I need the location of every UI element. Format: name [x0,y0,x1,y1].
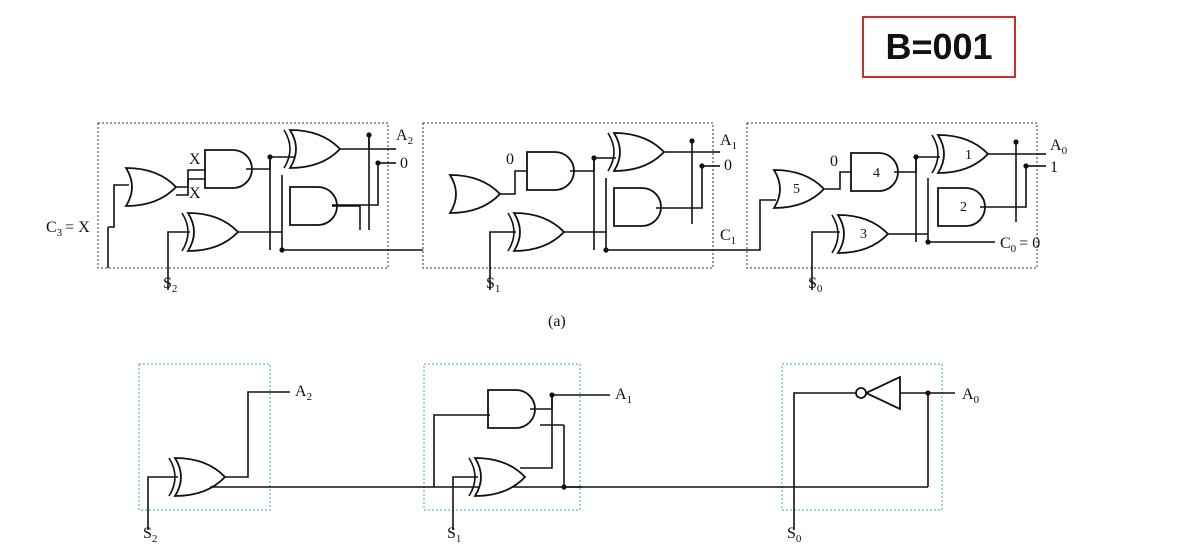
stage1-and-gate-top [526,151,575,191]
top-stage2-box [97,122,389,269]
stage2-out2-label: 0 [400,155,408,172]
gate-label-1: 1 [965,148,972,163]
svg-text:S2: S2 [163,275,177,295]
stage1-input-top-label: 0 [506,151,514,168]
bottom-stage2-box [138,363,271,511]
carry-in-value: = X [65,219,90,236]
stage1-and-gate-carry [613,187,662,227]
bottom-stage2-select-sub: 2 [152,533,158,545]
svg-text:C0= 0: C0 = 0 [1000,235,1040,255]
svg-text:A1: A1 [615,386,632,406]
stage0-out2-label: 1 [1050,159,1058,176]
top-stage2 [107,129,423,290]
top-stage1 [449,132,747,290]
bottom-stage1-and-gate [487,389,536,429]
bottom-stage2-out-sub: 2 [307,391,313,403]
carry-in-label: C [46,219,57,236]
stage2-and-gate-carry [289,186,338,226]
stage0-xor-gate-1 [931,134,989,174]
carry-out-sub: 0 [1011,243,1017,255]
bottom-stage1-out-sub: 1 [627,394,633,406]
top-diagram: 1 2 3 4 5 X X A2 0 S2 C3 = X 0 A1 0 S1 C1… [46,122,1068,330]
bottom-stage1-select-label: S [447,525,456,542]
top-stage1-box [422,122,714,269]
svg-text:A0: A0 [962,386,980,406]
svg-text:A1: A1 [720,132,737,152]
bottom-stage2-out-label: A [295,383,307,400]
gate-label-2: 2 [960,200,967,215]
stage1-xor-gate-in [507,212,565,252]
svg-text:A2: A2 [396,127,413,147]
stage1-out1-label: A [720,132,732,149]
top-stage0 [747,134,1037,290]
bottom-stage0-select-sub: 0 [796,533,802,545]
stage0-out1-sub: 0 [1062,145,1068,157]
stage1-select-sub: 1 [495,283,501,295]
stage1-out2-label: 0 [724,157,732,174]
carry-in-sub: 3 [57,227,63,239]
svg-text:A0: A0 [1050,137,1068,157]
gate-label-4: 4 [873,166,880,181]
stage1-out1-sub: 1 [732,140,738,152]
title-label: B=001 [885,26,993,67]
carry-out-value: = 0 [1019,235,1040,252]
stage2-input-bot-label: X [189,185,201,202]
bottom-stage0-out-sub: 0 [974,394,980,406]
svg-text:S1: S1 [486,275,500,295]
gate-label-3: 3 [860,227,867,242]
intermediate-carry-label: C [720,227,731,244]
title-box: B=001 [862,16,1016,78]
stage2-select-label: S [163,275,172,292]
stage2-out1-label: A [396,127,408,144]
bottom-stage0-not-gate [855,375,901,411]
bottom-stage0-box [781,363,943,511]
svg-text:S1: S1 [447,525,461,545]
gate-label-5: 5 [793,182,800,197]
stage2-or-gate [125,167,177,207]
bottom-stage1-out-label: A [615,386,627,403]
stage1-select-label: S [486,275,495,292]
stage0-select-sub: 0 [817,283,823,295]
svg-text:S0: S0 [808,275,823,295]
bottom-stage2-select-label: S [143,525,152,542]
bottom-stage1-select-sub: 1 [456,533,462,545]
stage2-and-gate-top [204,149,253,189]
bottom-stage1-box [423,363,581,511]
intermediate-carry-sub: 1 [731,235,737,247]
stage2-out1-sub: 2 [408,135,414,147]
bottom-stage0-out-label: A [962,386,974,403]
top-stage0-box [746,122,1038,269]
stage1-or-gate [449,174,501,214]
svg-text:S2: S2 [143,525,157,545]
bottom-stage0-select-label: S [787,525,796,542]
stage0-input-top-label: 0 [830,153,838,170]
stage2-select-sub: 2 [172,283,178,295]
stage0-out1-label: A [1050,137,1062,154]
svg-text:S0: S0 [787,525,802,545]
bottom-diagram: A2 S2 A1 S1 A0 S0 [138,363,980,545]
caption-a: (a) [548,313,566,330]
svg-text:C1: C1 [720,227,736,247]
stage1-xor-gate-out [607,132,665,172]
stage2-input-top-label: X [189,151,201,168]
stage2-xor-gate-out [283,129,341,169]
stage2-xor-gate-in [181,212,239,252]
svg-text:C3= X: C3 = X [46,219,90,239]
stage0-select-label: S [808,275,817,292]
carry-out-label: C [1000,235,1011,252]
svg-text:A2: A2 [295,383,312,403]
